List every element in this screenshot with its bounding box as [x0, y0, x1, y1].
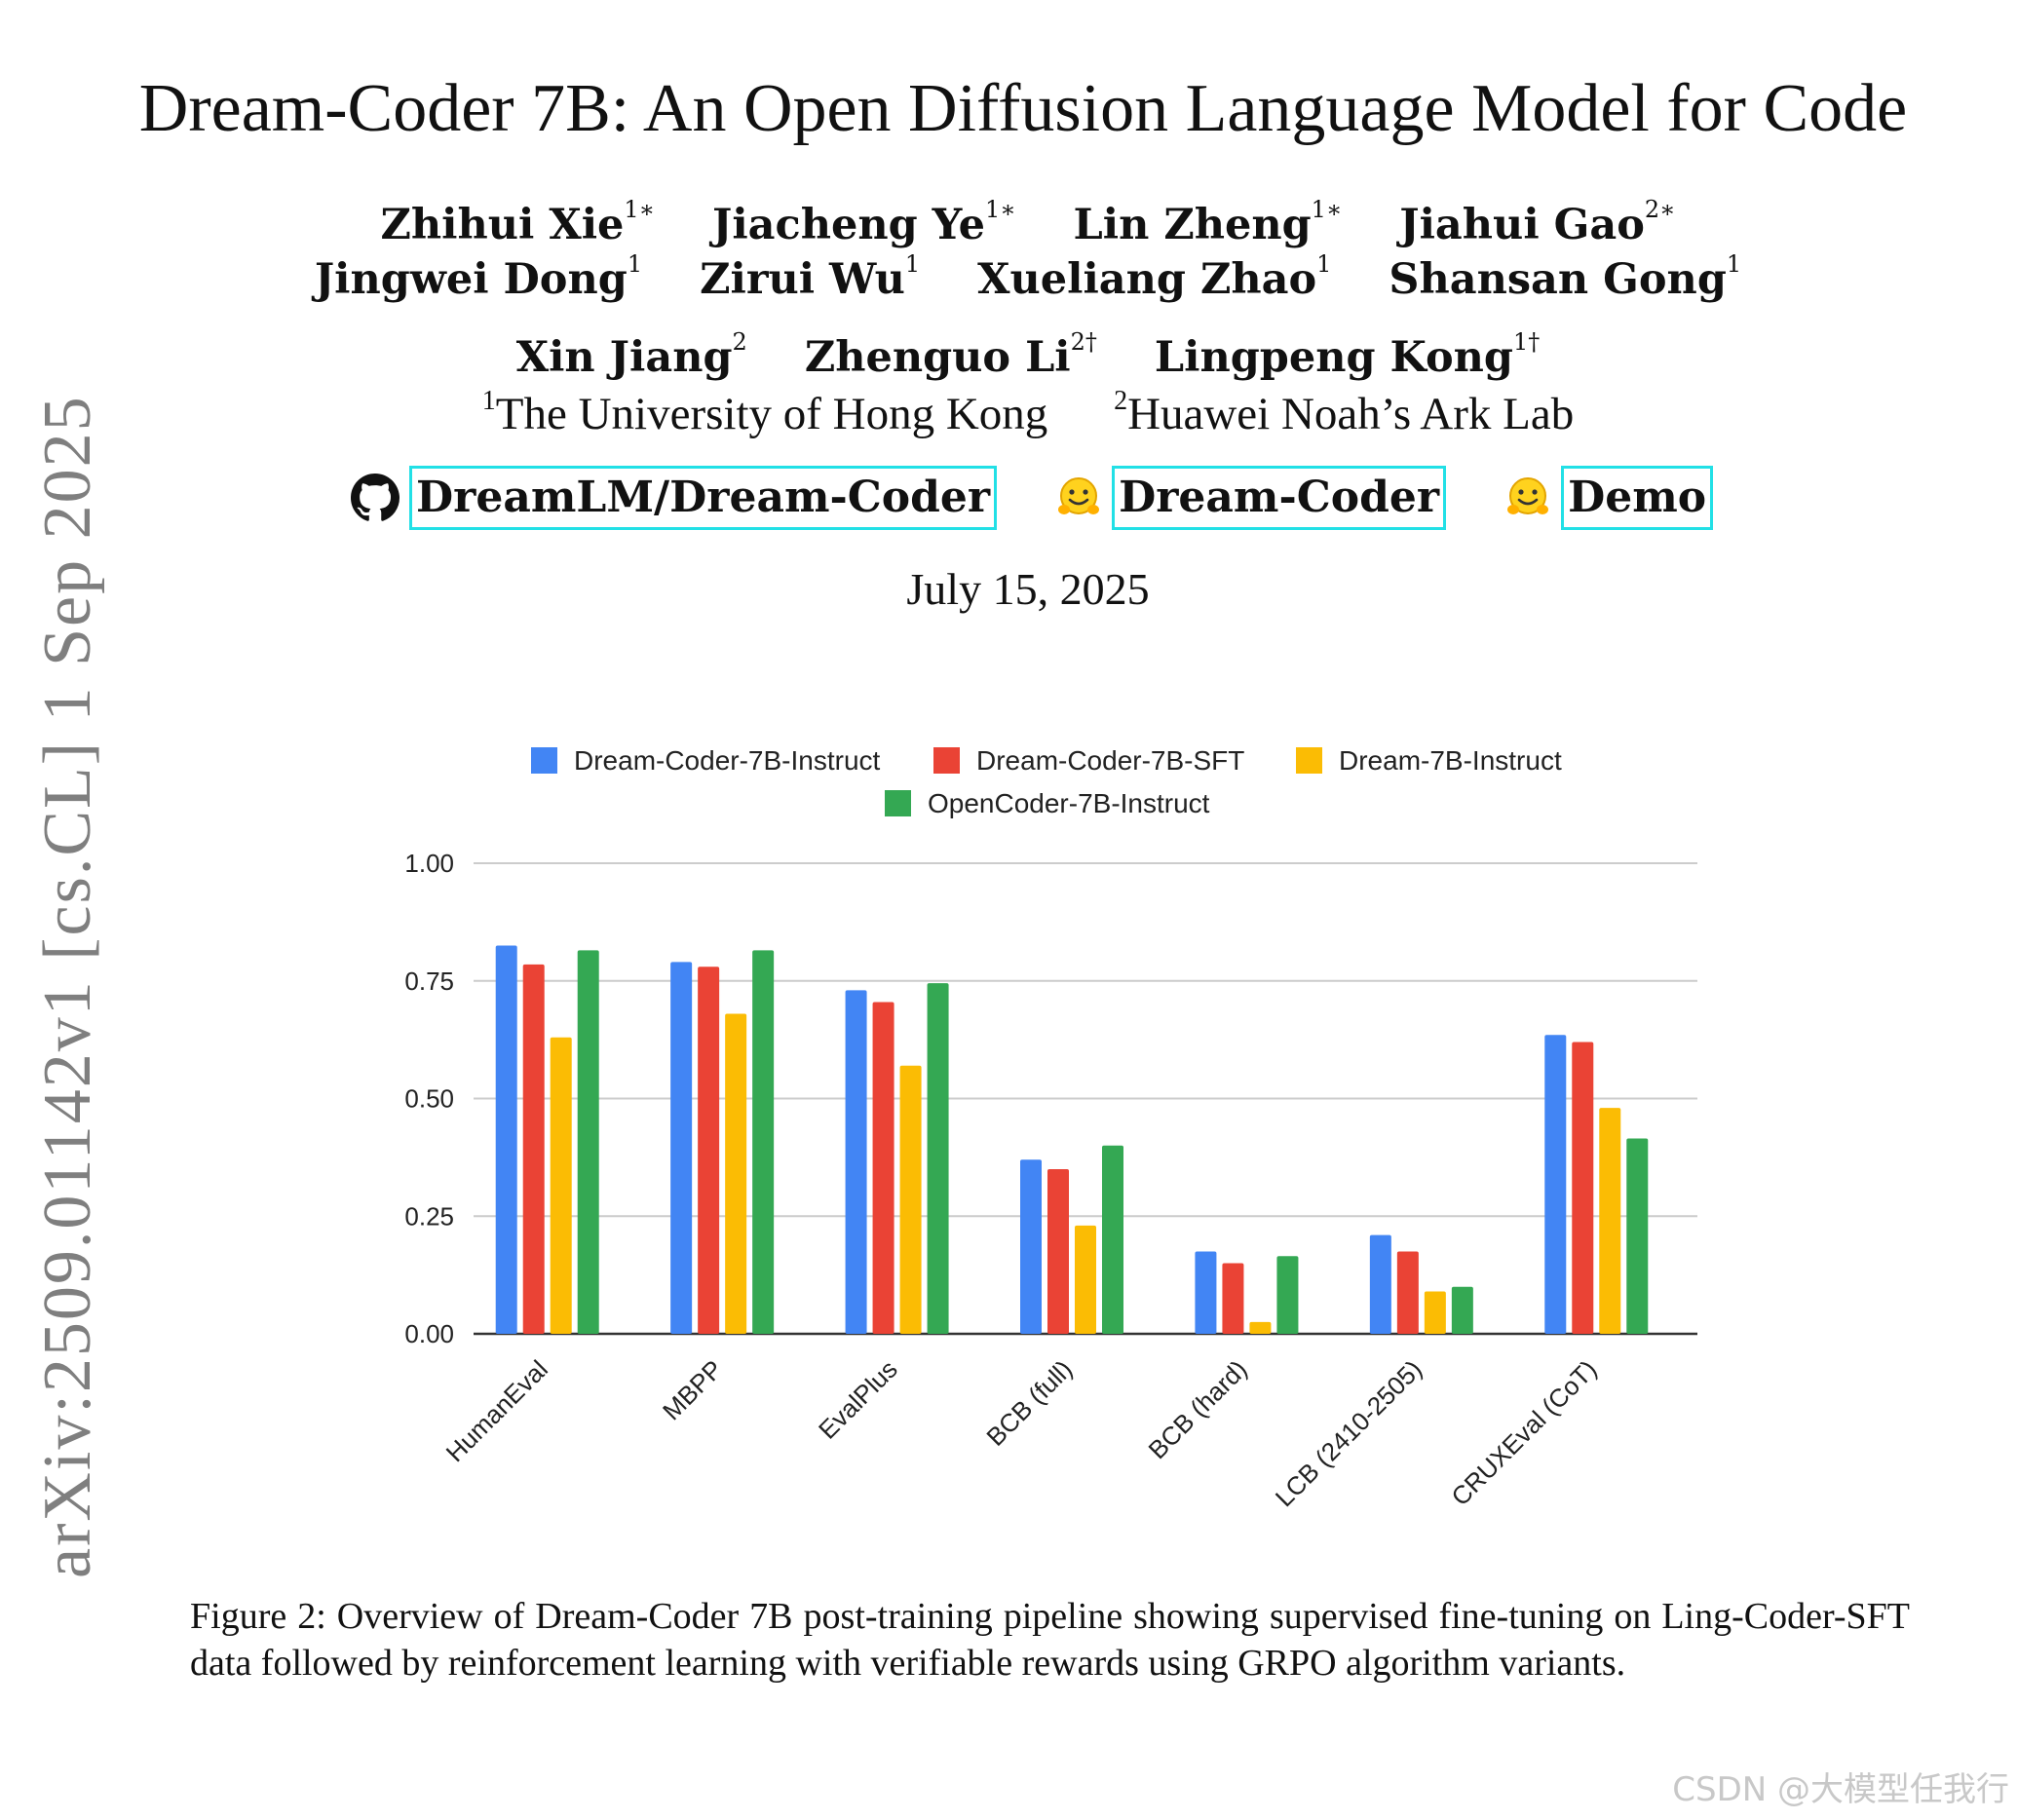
author: Lin Zheng1∗ — [1073, 196, 1343, 249]
y-tick-label: 0.75 — [404, 967, 454, 996]
x-tick-label: HumanEval — [440, 1354, 553, 1467]
author: Jingwei Dong1 — [314, 250, 643, 304]
bar — [1599, 1108, 1621, 1334]
x-tick-label: MBPP — [657, 1354, 728, 1425]
legend-swatch — [933, 747, 960, 774]
bar — [899, 1065, 922, 1334]
bar — [1047, 1168, 1069, 1334]
bar — [845, 990, 867, 1334]
bar — [1075, 1225, 1096, 1334]
publication-date: July 15, 2025 — [906, 564, 1150, 614]
x-tick-label: BCB (full) — [980, 1354, 1078, 1452]
author: Zhihui Xie1∗ — [380, 196, 655, 249]
bar — [1396, 1251, 1419, 1334]
bar — [1451, 1286, 1473, 1334]
legend-swatch — [1296, 747, 1322, 774]
bar — [1020, 1159, 1042, 1334]
bar — [1195, 1251, 1217, 1334]
bar — [927, 983, 949, 1334]
bar — [522, 964, 545, 1334]
author: Shansan Gong1 — [1389, 250, 1742, 304]
legend-label: Dream-7B-Instruct — [1339, 745, 1562, 776]
y-tick-label: 1.00 — [404, 849, 454, 878]
github-repo-link[interactable]: DreamLM/Dream-Coder — [409, 466, 998, 530]
bar — [1222, 1263, 1244, 1334]
watermark: CSDN @大模型任我行 — [1672, 1770, 2009, 1809]
author: Zhenguo Li2† — [804, 328, 1097, 382]
bar — [1626, 1138, 1649, 1334]
bar — [698, 967, 720, 1334]
x-tick-label: BCB (hard) — [1143, 1354, 1253, 1464]
legend-label: Dream-Coder-7B-SFT — [976, 745, 1244, 776]
y-tick-label: 0.50 — [404, 1084, 454, 1114]
demo-link[interactable]: Demo — [1561, 466, 1714, 530]
author: Xin Jiang2 — [515, 328, 747, 382]
legend-swatch — [885, 790, 911, 816]
author: Lingpeng Kong1† — [1154, 328, 1541, 382]
github-icon — [351, 474, 400, 522]
bar — [577, 950, 599, 1334]
model-link[interactable]: Dream-Coder — [1112, 466, 1447, 530]
figure-caption: Figure 2: Overview of Dream-Coder 7B pos… — [190, 1596, 1910, 1684]
bar — [550, 1037, 572, 1334]
resource-links: DreamLM/Dream-Coder Dream-Coder Demo — [351, 464, 1715, 532]
x-tick-label: LCB (2410-2505) — [1270, 1354, 1427, 1512]
bar — [670, 962, 693, 1334]
legend-label: Dream-Coder-7B-Instruct — [574, 745, 881, 776]
legend-label: OpenCoder-7B-Instruct — [928, 788, 1210, 818]
bar — [1544, 1035, 1567, 1334]
bar — [1424, 1291, 1446, 1334]
author-line-2: Jingwei Dong1 Zirui Wu1 Xueliang Zhao1 S… — [0, 250, 2017, 304]
y-tick-label: 0.00 — [404, 1319, 454, 1348]
author-line-3: Xin Jiang2 Zhenguo Li2† Lingpeng Kong1† — [0, 328, 2017, 382]
author: Jiahui Gao2∗ — [1399, 196, 1676, 249]
affiliation: 2Huawei Noah’s Ark Lab — [1114, 386, 1575, 440]
bar — [1369, 1234, 1391, 1334]
bar — [1572, 1042, 1594, 1334]
x-tick-label: EvalPlus — [813, 1354, 903, 1445]
hugging-face-icon — [1055, 474, 1102, 521]
bar — [725, 1013, 747, 1334]
bar — [1249, 1321, 1272, 1334]
hugging-face-icon — [1504, 474, 1551, 521]
affiliations: 1The University of Hong Kong 2Huawei Noa… — [0, 388, 2017, 440]
author: Zirui Wu1 — [700, 250, 921, 304]
author: Jiacheng Ye1∗ — [711, 196, 1016, 249]
bar — [1276, 1256, 1299, 1334]
author-line-1: Zhihui Xie1∗ Jiacheng Ye1∗ Lin Zheng1∗ J… — [0, 196, 2017, 249]
legend-swatch — [531, 747, 557, 774]
author: Xueliang Zhao1 — [977, 250, 1332, 304]
y-tick-label: 0.25 — [404, 1201, 454, 1231]
bar — [1102, 1145, 1123, 1334]
benchmark-bar-chart: Dream-Coder-7B-Instruct Dream-Coder-7B-SF… — [404, 745, 1697, 1512]
bar — [752, 950, 775, 1334]
x-tick-label: CRUXEval (CoT) — [1445, 1354, 1602, 1511]
bar — [872, 1002, 894, 1334]
affiliation: 1The University of Hong Kong — [481, 386, 1048, 440]
paper-title: Dream-Coder 7B: An Open Diffusion Langua… — [138, 71, 1908, 146]
bar — [495, 945, 517, 1334]
